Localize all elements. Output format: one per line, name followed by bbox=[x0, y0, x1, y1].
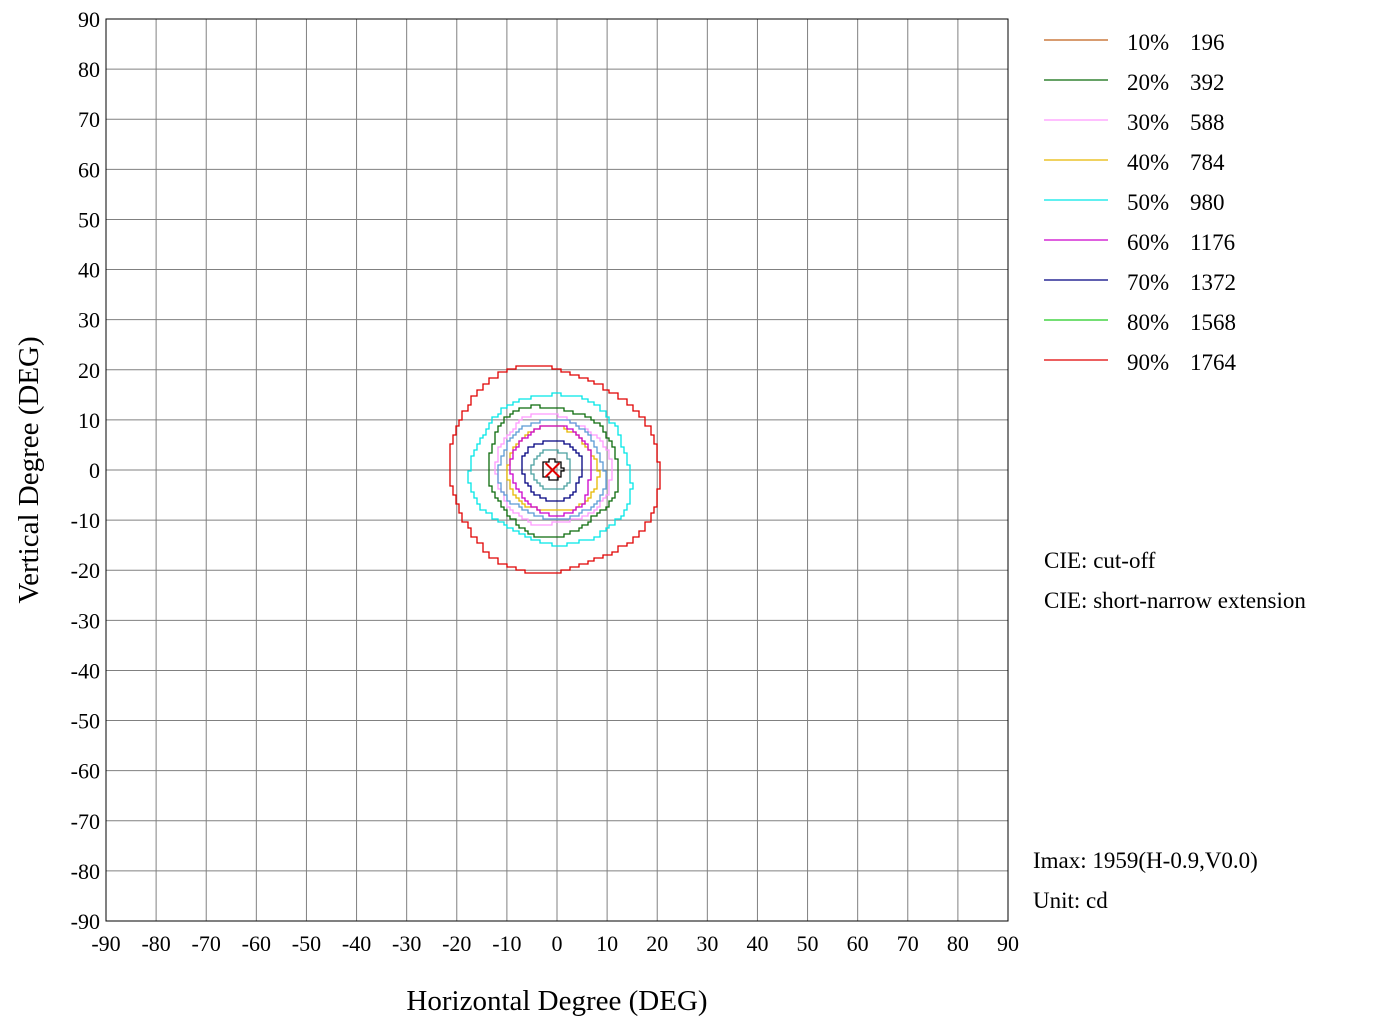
x-tick-label: -50 bbox=[292, 931, 321, 956]
contour-line bbox=[521, 440, 583, 502]
x-tick-label: 70 bbox=[897, 931, 919, 956]
legend-value: 588 bbox=[1190, 110, 1225, 135]
x-tick-label: 10 bbox=[596, 931, 618, 956]
y-axis-ticks: 90 80 70 60 50 40 30 20 10 0 -10 -20 -30 -40 -50 -60 -70… bbox=[71, 7, 100, 934]
y-tick-label: -80 bbox=[71, 859, 100, 884]
y-tick-label: -70 bbox=[71, 809, 100, 834]
legend-item: 70% 1372 bbox=[1044, 270, 1236, 295]
legend-value: 1372 bbox=[1190, 270, 1236, 295]
y-tick-label: 80 bbox=[78, 57, 100, 82]
y-tick-label: -20 bbox=[71, 558, 100, 583]
y-tick-label: -90 bbox=[71, 909, 100, 934]
legend-value: 392 bbox=[1190, 70, 1225, 95]
y-axis-title: Vertical Degree (DEG) bbox=[13, 336, 45, 603]
legend-item: 20% 392 bbox=[1044, 70, 1225, 95]
legend-value: 980 bbox=[1190, 190, 1225, 215]
y-tick-label: 70 bbox=[78, 107, 100, 132]
contour-line bbox=[530, 449, 571, 490]
contour-lines bbox=[449, 365, 661, 574]
x-tick-label: 60 bbox=[847, 931, 869, 956]
legend-value: 1568 bbox=[1190, 310, 1236, 335]
legend-item: 50% 980 bbox=[1044, 190, 1225, 215]
contour-line bbox=[488, 404, 619, 538]
legend-item: 40% 784 bbox=[1044, 150, 1225, 175]
y-tick-label: 20 bbox=[78, 358, 100, 383]
contour-line bbox=[497, 419, 607, 520]
imax-text: Imax: 1959(H-0.9,V0.0) bbox=[1033, 848, 1258, 873]
legend-percent: 50% bbox=[1127, 190, 1169, 215]
legend-percent: 40% bbox=[1127, 150, 1169, 175]
x-tick-label: 0 bbox=[552, 931, 563, 956]
contour-line bbox=[449, 365, 661, 574]
unit-text: Unit: cd bbox=[1033, 888, 1108, 913]
y-tick-label: 10 bbox=[78, 408, 100, 433]
y-tick-label: 60 bbox=[78, 157, 100, 182]
legend-value: 1176 bbox=[1190, 230, 1235, 255]
x-tick-label: 20 bbox=[646, 931, 668, 956]
x-tick-label: -20 bbox=[442, 931, 471, 956]
legend-percent: 70% bbox=[1127, 270, 1169, 295]
contour-line bbox=[542, 458, 565, 481]
y-tick-label: -30 bbox=[71, 608, 100, 633]
imax-marker-stroke bbox=[544, 462, 561, 478]
legend-percent: 80% bbox=[1127, 310, 1169, 335]
y-tick-label: -60 bbox=[71, 759, 100, 784]
legend-item: 10% 196 bbox=[1044, 30, 1225, 55]
legend-item: 30% 588 bbox=[1044, 110, 1225, 135]
x-tick-label: 50 bbox=[797, 931, 819, 956]
y-tick-label: 40 bbox=[78, 258, 100, 283]
y-tick-label: 0 bbox=[89, 458, 100, 483]
legend-item: 90% 1764 bbox=[1044, 350, 1237, 375]
cie-cutoff-text: CIE: cut-off bbox=[1044, 548, 1156, 573]
x-tick-label: -40 bbox=[342, 931, 371, 956]
x-tick-label: -80 bbox=[141, 931, 170, 956]
legend-percent: 90% bbox=[1127, 350, 1169, 375]
x-axis-title: Horizontal Degree (DEG) bbox=[406, 985, 707, 1017]
x-tick-label: -90 bbox=[91, 931, 120, 956]
y-tick-label: 30 bbox=[78, 308, 100, 333]
legend-value: 1764 bbox=[1190, 350, 1237, 375]
x-tick-label: 30 bbox=[696, 931, 718, 956]
x-tick-label: -60 bbox=[242, 931, 271, 956]
grid-lines bbox=[106, 19, 1008, 921]
y-tick-label: -40 bbox=[71, 658, 100, 683]
contour-line bbox=[494, 413, 613, 526]
contour-line bbox=[467, 392, 634, 547]
y-tick-label: 90 bbox=[78, 7, 100, 32]
x-tick-label: 90 bbox=[997, 931, 1019, 956]
y-tick-label: 50 bbox=[78, 207, 100, 232]
x-tick-label: -30 bbox=[392, 931, 421, 956]
x-axis-ticks: -90 -80 -70 -60 -50 -40 -30 -20 -10 0 10 20 30 40 50 60… bbox=[91, 931, 1019, 956]
x-tick-label: 40 bbox=[746, 931, 768, 956]
legend-item: 80% 1568 bbox=[1044, 310, 1236, 335]
legend-percent: 20% bbox=[1127, 70, 1169, 95]
legend-value: 784 bbox=[1190, 150, 1225, 175]
y-tick-label: -10 bbox=[71, 508, 100, 533]
legend-percent: 10% bbox=[1127, 30, 1169, 55]
x-tick-label: -70 bbox=[192, 931, 221, 956]
legend-item: 60% 1176 bbox=[1044, 230, 1235, 255]
plot-frame bbox=[105, 18, 1009, 922]
x-tick-label: 80 bbox=[947, 931, 969, 956]
legend-percent: 60% bbox=[1127, 230, 1169, 255]
cie-extension-text: CIE: short-narrow extension bbox=[1044, 588, 1306, 613]
legend: 10% 196 20% 392 30% 588 40% 784 50% 980 60% 1176 70%… bbox=[1044, 30, 1237, 375]
imax-marker bbox=[544, 462, 561, 478]
y-tick-label: -50 bbox=[71, 709, 100, 734]
contour-line bbox=[509, 425, 592, 517]
legend-percent: 30% bbox=[1127, 110, 1169, 135]
legend-value: 196 bbox=[1190, 30, 1225, 55]
x-tick-label: -10 bbox=[492, 931, 521, 956]
